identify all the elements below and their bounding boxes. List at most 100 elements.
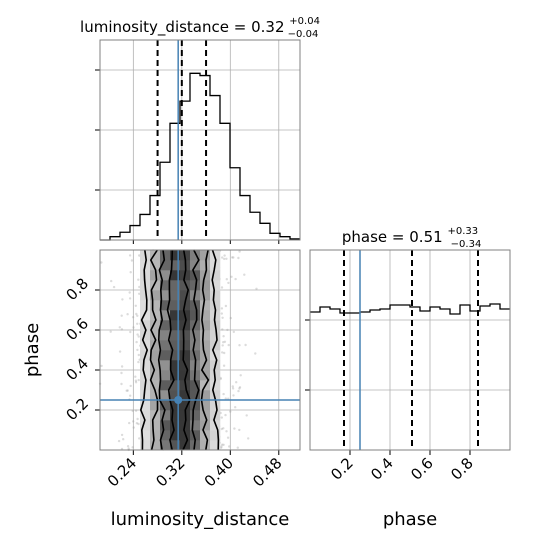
joint-y-axis-label: phase [22, 323, 43, 377]
density-cell [200, 260, 211, 271]
density-cell [150, 250, 161, 261]
density-cell [160, 340, 171, 351]
ld-y-ticks [95, 69, 280, 244]
contour-line-4 [182, 249, 191, 451]
scatter-point [220, 446, 223, 449]
density-cell [200, 320, 211, 331]
phase-x-axis-label: phase [383, 509, 437, 530]
scatter-point [120, 328, 124, 331]
scatter-point [224, 397, 227, 400]
scatter-point [231, 387, 235, 390]
scatter-point [220, 312, 223, 315]
density-cell [140, 290, 151, 301]
scatter-point [231, 385, 234, 388]
scatter-point [129, 394, 132, 397]
scatter-point [221, 256, 224, 259]
density-cell [160, 360, 171, 371]
scatter-point [120, 314, 123, 317]
density-cell [210, 270, 221, 281]
scatter-point [222, 341, 225, 344]
density-cell [150, 260, 161, 271]
density-cell [150, 440, 161, 451]
density-cell [190, 380, 201, 391]
density-cell [200, 280, 211, 291]
density-cell [200, 330, 211, 341]
density-cell [170, 310, 181, 321]
scatter-point [100, 364, 103, 368]
phase-quantile-lines [343, 250, 479, 450]
density-cell [210, 380, 221, 391]
joint-x-ticks: 0.24 0.32 0.40 0.48 [104, 450, 286, 490]
joint-y-tick-label-0: 0.2 [62, 394, 92, 424]
scatter-point [129, 330, 132, 334]
density-cell [170, 250, 181, 261]
density-cell [140, 410, 151, 421]
density-cell [160, 380, 171, 391]
joint-x-tick-label-2: 0.40 [201, 454, 237, 490]
scatter-point [120, 371, 123, 375]
phase-x-tick-label-1: 0.4 [367, 454, 397, 484]
density-cell [200, 440, 211, 451]
joint-y-tick-label-2: 0.6 [62, 314, 92, 344]
ld-title-eq: = [229, 18, 251, 36]
density-cell [150, 320, 161, 331]
scatter-point [228, 445, 231, 448]
ld-title-name: luminosity_distance [80, 18, 229, 37]
density-cell [160, 310, 171, 321]
scatter-point [247, 437, 250, 440]
scatter-point [237, 256, 240, 260]
scatter-point [138, 254, 141, 257]
scatter-point [130, 259, 134, 262]
density-cell [160, 390, 171, 401]
density-cell [140, 320, 151, 331]
ld-title-minus: −0.04 [288, 29, 319, 40]
density-cell [170, 390, 181, 401]
scatter-point [222, 335, 225, 338]
scatter-point [224, 304, 228, 308]
density-cell [210, 440, 221, 451]
scatter-point [225, 257, 228, 260]
scatter-point [222, 364, 226, 367]
scatter-point [131, 446, 134, 449]
density-cell [200, 400, 211, 411]
density-cell [180, 370, 191, 381]
density-cell [140, 310, 151, 321]
density-cell [160, 290, 171, 301]
scatter-point [120, 382, 123, 386]
scatter-point [127, 447, 130, 450]
scatter-point [132, 426, 135, 429]
scatter-point [128, 254, 132, 257]
density-cell [160, 410, 171, 421]
phase-hist-y-ticks [305, 319, 310, 391]
contour-line-1 [149, 249, 159, 451]
density-cell [200, 310, 211, 321]
density-cell [190, 280, 201, 291]
density-cell [160, 430, 171, 441]
density-cell [180, 290, 191, 301]
scatter-point [233, 427, 236, 430]
density-cell [140, 420, 151, 431]
joint-y-tick-label-3: 0.8 [62, 274, 92, 304]
scatter-point [134, 304, 137, 307]
density-cell [150, 300, 161, 311]
scatter-point [221, 316, 224, 319]
density-cell [170, 410, 181, 421]
scatter-point [109, 330, 112, 333]
scatter-point [221, 328, 224, 331]
density-cell [140, 430, 151, 441]
density-cell [160, 250, 171, 261]
scatter-point [229, 316, 232, 320]
density-cell [140, 400, 151, 411]
scatter-point [229, 410, 232, 413]
density-cell [150, 270, 161, 281]
scatter-point [137, 422, 140, 426]
joint-density-panel: 0.24 0.32 0.40 0.48 0.2 0.4 0.6 0.8 luminosity… [22, 249, 301, 530]
contour-line-3 [166, 249, 175, 451]
density-cell [190, 250, 201, 261]
scatter-point [226, 436, 230, 439]
density-cell [180, 350, 191, 361]
scatter-point [243, 273, 246, 276]
scatter-point [230, 275, 233, 278]
scatter-point [239, 374, 242, 377]
scatter-point [234, 277, 237, 281]
